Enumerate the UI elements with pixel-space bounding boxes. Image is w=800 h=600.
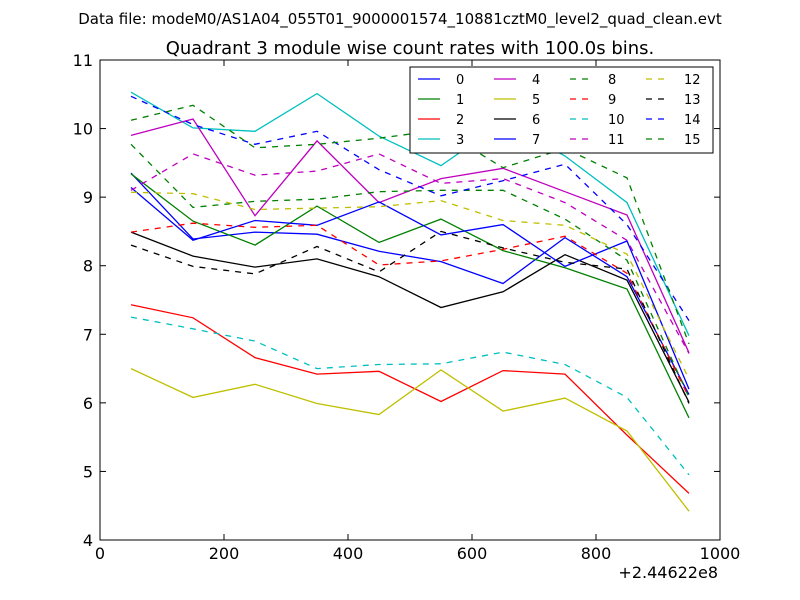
legend-label-7: 7 <box>532 133 540 148</box>
y-tick-label: 9 <box>83 188 93 207</box>
x-tick-label: 600 <box>457 544 488 563</box>
y-tick-label: 10 <box>73 120 93 139</box>
series-line-9 <box>130 222 690 398</box>
axes-frame <box>99 59 721 541</box>
series-line-7 <box>130 187 690 390</box>
series-line-15 <box>130 104 690 345</box>
y-tick-label: 4 <box>83 531 93 550</box>
legend-label-4: 4 <box>532 73 540 88</box>
y-tick-label: 11 <box>73 51 93 70</box>
legend-label-8: 8 <box>608 73 616 88</box>
legend-label-12: 12 <box>684 73 701 88</box>
series-line-0 <box>130 172 690 395</box>
series-line-12 <box>130 191 690 380</box>
legend-label-5: 5 <box>532 93 540 108</box>
series-line-13 <box>130 230 690 404</box>
legend-label-11: 11 <box>608 133 625 148</box>
series-line-14 <box>130 95 690 321</box>
legend-label-13: 13 <box>684 93 701 108</box>
series-line-2 <box>130 304 690 494</box>
x-tick-label: 0 <box>95 544 105 563</box>
legend-label-15: 15 <box>684 133 701 148</box>
legend-label-2: 2 <box>456 113 464 128</box>
legend-label-14: 14 <box>684 113 701 128</box>
y-tick-label: 5 <box>83 462 93 481</box>
x-tick-label: 800 <box>581 544 612 563</box>
plot-lines <box>130 91 690 512</box>
legend-label-6: 6 <box>532 113 540 128</box>
y-tick-label: 7 <box>83 325 93 344</box>
legend-label-0: 0 <box>456 73 464 88</box>
series-line-6 <box>130 231 690 403</box>
series-line-5 <box>130 368 690 512</box>
figure-suptitle: Data file: modeM0/AS1A04_055T01_90000015… <box>78 10 722 29</box>
y-tick-label: 6 <box>83 394 93 413</box>
legend-label-3: 3 <box>456 133 464 148</box>
x-offset-label: +2.44622e8 <box>618 563 718 582</box>
y-tick-label: 8 <box>83 257 93 276</box>
series-line-10 <box>130 316 690 476</box>
series-line-11 <box>130 153 690 354</box>
x-tick-label: 200 <box>209 544 240 563</box>
series-line-1 <box>130 173 690 419</box>
series-line-4 <box>130 118 690 354</box>
legend-label-9: 9 <box>608 93 616 108</box>
x-tick-label: 400 <box>333 544 364 563</box>
legend-label-10: 10 <box>608 113 625 128</box>
x-tick-label: 1000 <box>700 544 741 563</box>
chart-title: Quadrant 3 module wise count rates with … <box>166 38 655 59</box>
legend-label-1: 1 <box>456 93 464 108</box>
